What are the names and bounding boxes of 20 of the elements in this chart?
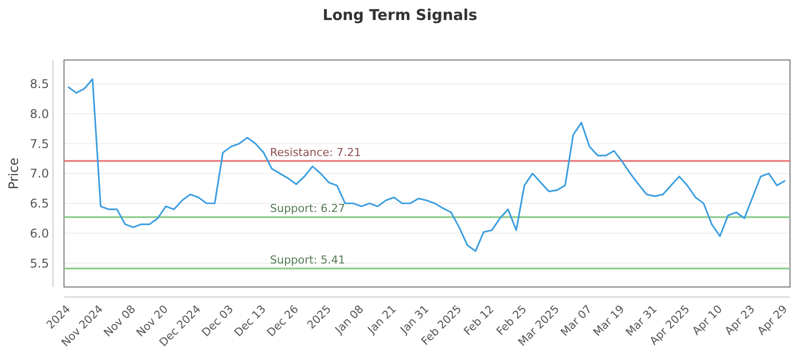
ref-line-label: Support: 5.41 <box>270 253 346 266</box>
x-tick-label: Feb 12 <box>461 302 497 338</box>
y-tick-label: 7.0 <box>30 166 49 181</box>
line-series <box>67 78 786 252</box>
x-tick-label: Dec 26 <box>264 302 302 340</box>
x-tick-label: Jan 21 <box>364 302 399 337</box>
y-tick-label: 7.5 <box>30 136 49 151</box>
y-tick-label: 5.5 <box>30 256 49 270</box>
y-tick-label: 8.5 <box>30 77 49 92</box>
x-tick-label: Apr 29 <box>754 302 790 338</box>
y-tick-label: 6.5 <box>30 196 49 211</box>
y-axis-title: Price <box>7 158 22 190</box>
x-tick-label: Apr 10 <box>690 302 725 338</box>
ref-line-label: Support: 6.27 <box>270 202 346 216</box>
y-tick-label: 8.0 <box>30 106 49 121</box>
x-tick-label: Jan 08 <box>332 302 366 337</box>
x-tick-label: Apr 23 <box>722 302 758 338</box>
ref-line-label: Resistance: 7.21 <box>270 146 361 159</box>
chart-title: Long Term Signals <box>322 6 478 24</box>
y-tick-label: 6.0 <box>30 226 49 240</box>
